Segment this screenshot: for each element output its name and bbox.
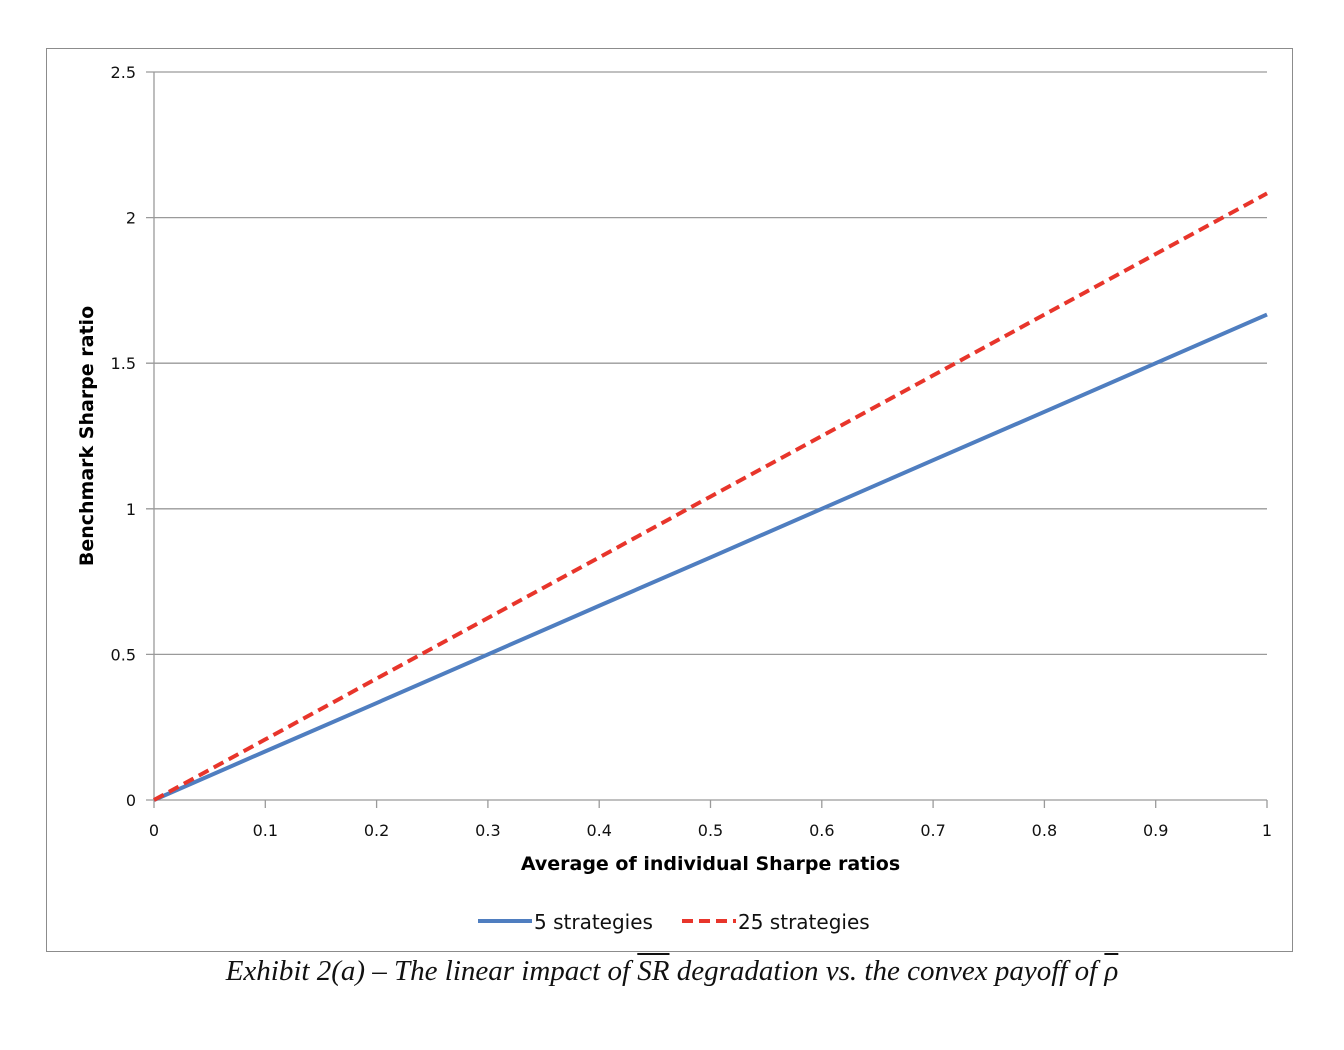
legend-label-1: 5 strategies <box>534 910 653 934</box>
y-tick-label: 1 <box>126 500 136 519</box>
y-axis-label: Benchmark Sharpe ratio <box>76 306 98 566</box>
x-tick-label: 0.5 <box>698 821 723 840</box>
x-tick-label: 0.8 <box>1032 821 1057 840</box>
series-line-2 <box>153 191 1268 802</box>
x-tick-label: 0.1 <box>253 821 278 840</box>
x-tick-label: 1 <box>1262 821 1272 840</box>
chart-frame <box>46 48 1293 952</box>
x-axis-label: Average of individual Sharpe ratios <box>521 853 900 875</box>
x-tick-label: 0.6 <box>809 821 834 840</box>
x-tick-label: 0.3 <box>475 821 500 840</box>
y-tick-label: 1.5 <box>111 354 136 373</box>
legend-label-2: 25 strategies <box>738 910 870 934</box>
y-tick-label: 2 <box>126 209 136 228</box>
figure-caption: Exhibit 2(a) – The linear impact of SR d… <box>225 955 1119 987</box>
y-tick-label: 0.5 <box>111 645 136 664</box>
sr-symbol: SR <box>637 955 670 987</box>
x-tick-label: 0.7 <box>920 821 945 840</box>
y-tick-label: 0 <box>126 791 136 810</box>
rho-symbol: ρ <box>1104 955 1119 987</box>
x-tick-label: 0.4 <box>586 821 611 840</box>
x-tick-label: 0 <box>149 821 159 840</box>
series-line-1 <box>153 312 1268 802</box>
x-tick-label: 0.2 <box>364 821 389 840</box>
x-tick-label: 0.9 <box>1143 821 1168 840</box>
y-tick-label: 2.5 <box>111 63 136 82</box>
